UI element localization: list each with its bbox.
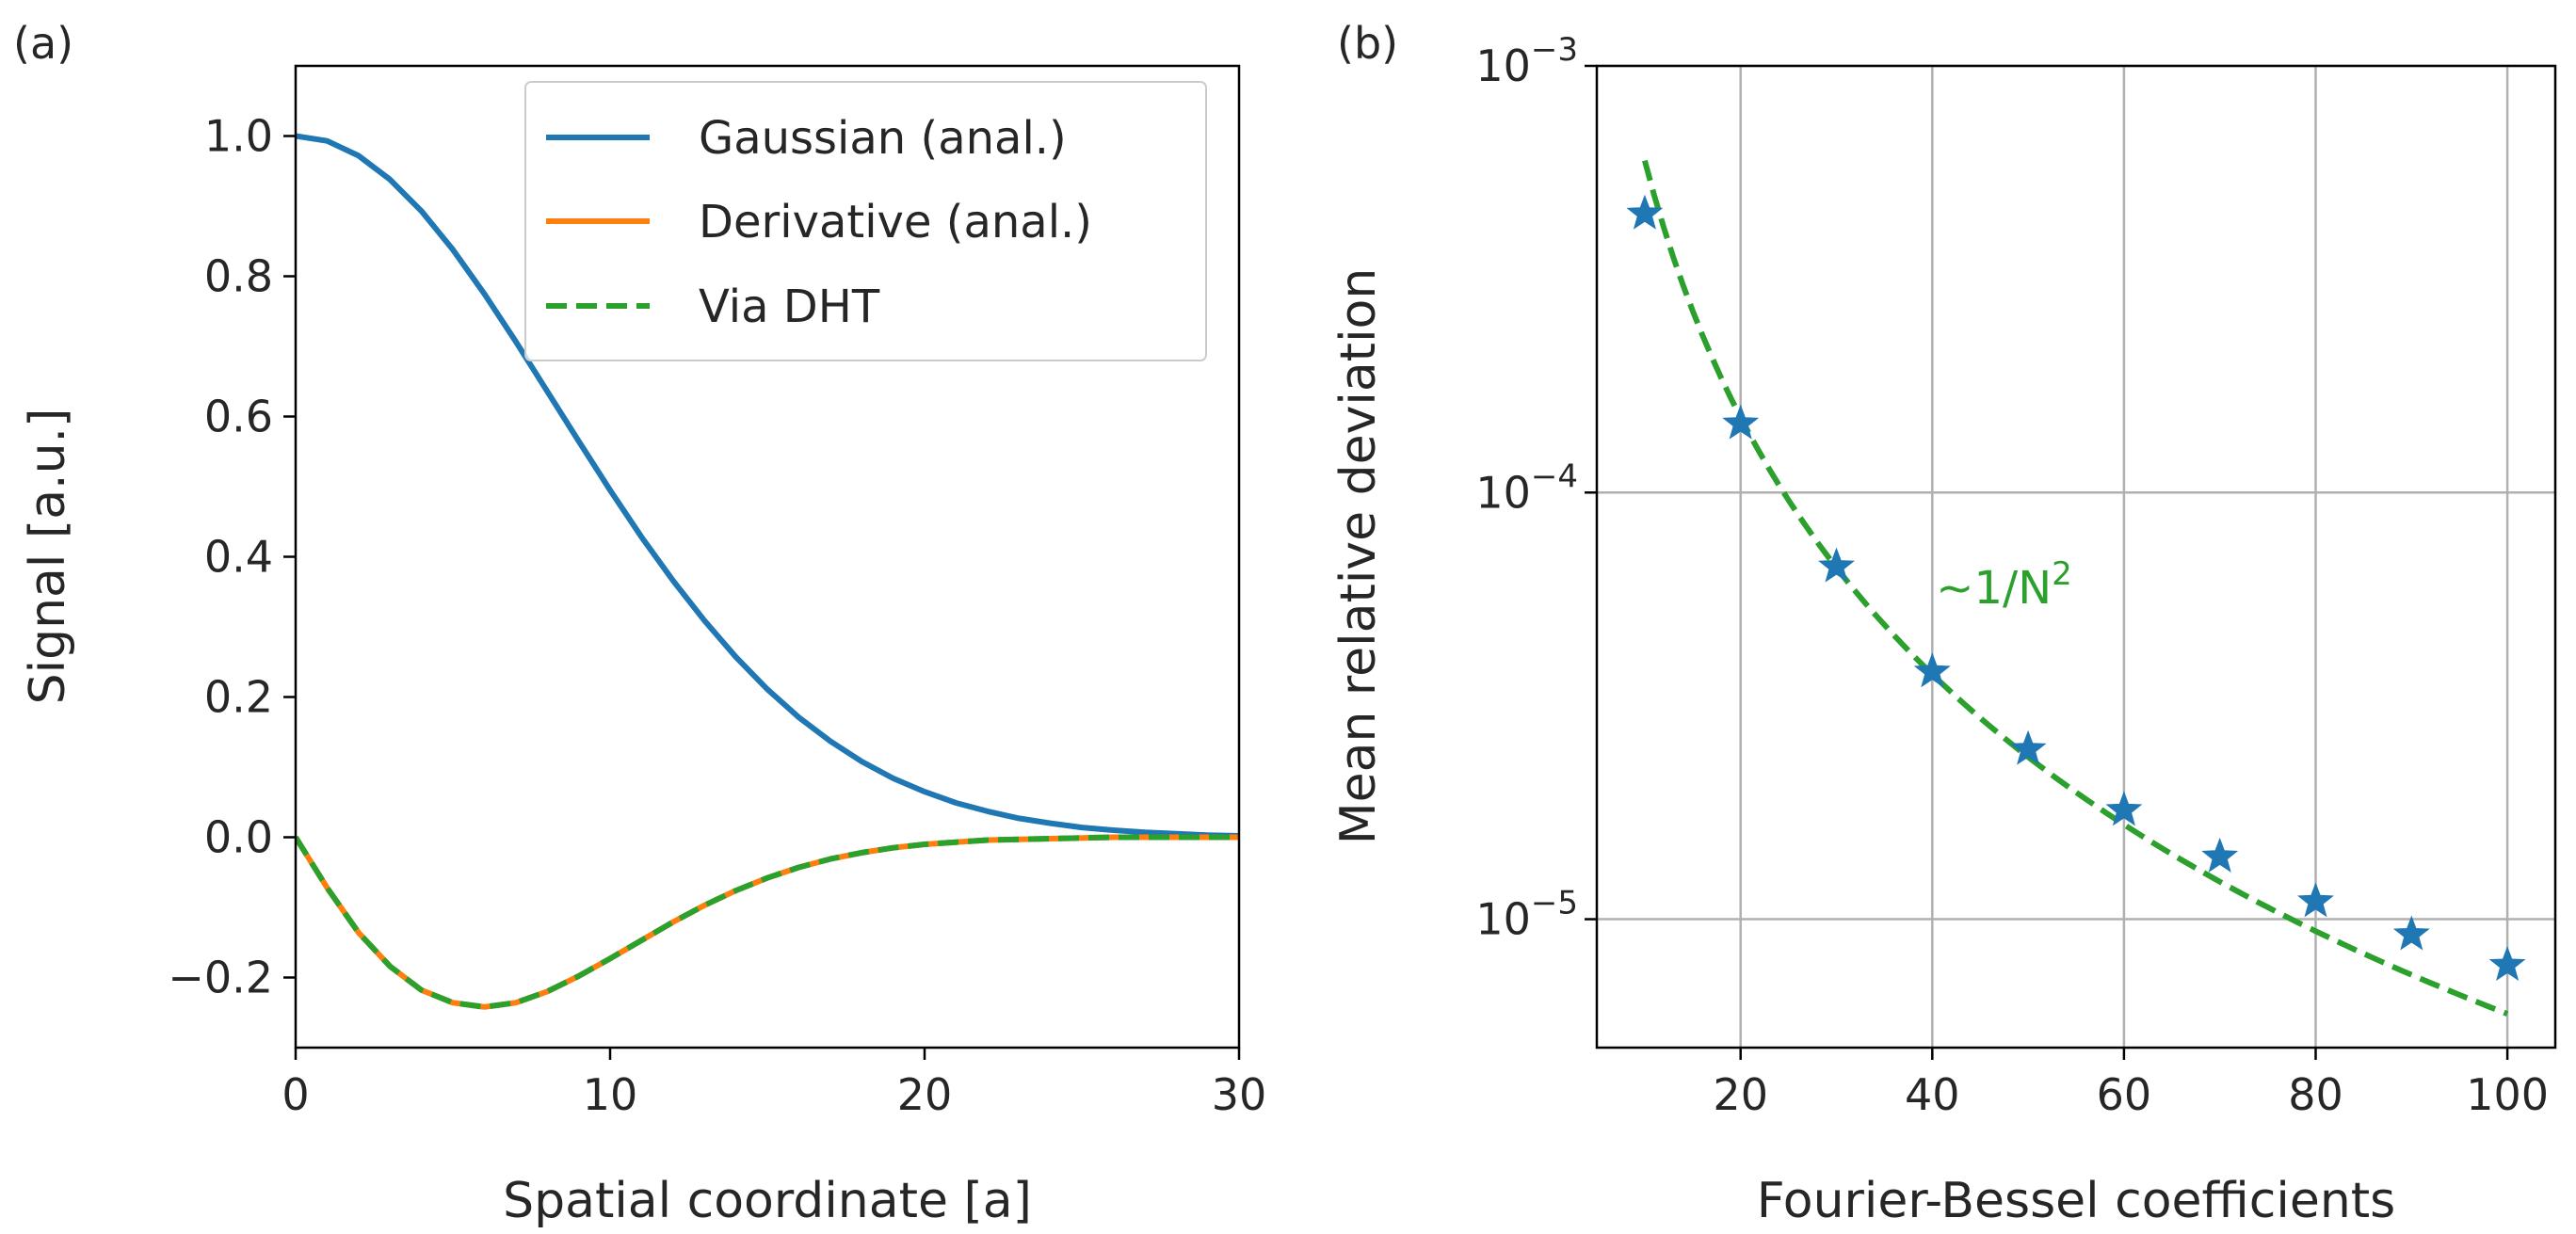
legend-via-dht-label: Via DHT — [699, 280, 880, 333]
y-tick-exponent: −5 — [1531, 885, 1578, 922]
panel-a-x-ticks: 0 10 20 30 — [282, 1048, 1266, 1120]
y-tick-label: 0.4 — [204, 532, 273, 583]
x-tick-label: 20 — [897, 1069, 953, 1120]
y-tick-label: 0.2 — [204, 672, 273, 723]
fit-annotation-exponent: 2 — [2052, 555, 2072, 593]
y-tick-base: 10 — [1475, 894, 1531, 945]
panel-b-data-points — [1626, 194, 2526, 981]
x-tick-label: 20 — [1713, 1069, 1768, 1120]
y-tick-label: 10−4 — [1475, 457, 1578, 518]
series-line-via-dht — [296, 834, 1239, 1010]
panel-b-x-axis-label: Fourier-Bessel coefficients — [1757, 1173, 2396, 1229]
y-tick-label: 0.8 — [204, 251, 273, 302]
fit-curve-line — [1642, 159, 2509, 1017]
y-tick-label: 0.0 — [204, 812, 273, 863]
fit-annotation-text: ~1/N — [1936, 562, 2052, 615]
legend-frame — [524, 81, 1207, 361]
x-tick-label: 30 — [1212, 1069, 1267, 1120]
y-tick-exponent: −4 — [1531, 457, 1578, 495]
x-tick-label: 10 — [583, 1069, 638, 1120]
x-tick-label: 60 — [2097, 1069, 2152, 1120]
panel-a-curves — [296, 133, 1239, 1010]
series-line-gaussian-anal — [296, 133, 1239, 839]
panel-a-x-axis-label: Spatial coordinate [a] — [503, 1173, 1032, 1229]
data-point-star — [1913, 652, 1951, 688]
y-tick-label: 10−5 — [1475, 885, 1578, 945]
data-point-star — [1722, 404, 1760, 440]
data-point-star — [2105, 791, 2143, 826]
panel-b-label: (b) — [1337, 18, 1398, 69]
panel-a-legend: Gaussian (anal.) Derivative (anal.) Via … — [524, 81, 1207, 361]
panel-b-fit-curve — [1642, 159, 2509, 1017]
y-tick-label: 1.0 — [204, 111, 273, 162]
y-tick-label: −0.2 — [168, 953, 273, 1003]
y-tick-base: 10 — [1475, 40, 1531, 91]
series-line-derivative-anal — [296, 834, 1239, 1010]
panel-b-y-ticks: 10−510−410−3 — [1475, 31, 1597, 945]
panel-b-x-ticks: 20 40 60 80 100 — [1713, 1048, 2549, 1120]
panel-a-y-axis-label: Signal [a.u.] — [20, 409, 76, 705]
data-point-star — [2488, 946, 2526, 981]
x-tick-label: 100 — [2466, 1069, 2549, 1120]
panel-a-y-ticks: −0.2 0.0 0.2 0.4 0.6 0.8 1.0 — [168, 111, 296, 1003]
data-point-star — [1818, 547, 1855, 583]
panel-b-y-axis-label: Mean relative deviation — [1330, 268, 1387, 845]
y-tick-base: 10 — [1475, 467, 1531, 518]
y-tick-label: 0.6 — [204, 392, 273, 442]
panel-b-plot-frame — [1595, 64, 2557, 1050]
panel-a-chart: 0 10 20 30 −0.2 0.0 0.2 0.4 0.6 0.8 1.0 Spatial c… — [20, 64, 1266, 1229]
data-point-star — [1626, 194, 1664, 230]
y-tick-exponent: −3 — [1531, 31, 1578, 69]
y-tick-label: 10−3 — [1475, 31, 1578, 91]
panel-b-grid — [1597, 64, 2555, 1048]
data-point-star — [2392, 915, 2430, 951]
x-tick-label: 80 — [2288, 1069, 2343, 1120]
legend-gaussian-label: Gaussian (anal.) — [699, 112, 1067, 165]
panel-b-chart: 20 40 60 80 100 10−510−410−3 Fourier-Bessel … — [1330, 31, 2557, 1229]
fit-annotation: ~1/N2 — [1936, 555, 2071, 615]
x-tick-label: 0 — [282, 1069, 309, 1120]
x-tick-label: 40 — [1905, 1069, 1960, 1120]
legend-derivative-label: Derivative (anal.) — [699, 196, 1092, 248]
panel-a-label: (a) — [13, 18, 73, 69]
data-point-star — [2009, 729, 2047, 765]
data-point-star — [2201, 837, 2239, 873]
data-point-star — [2297, 882, 2334, 918]
